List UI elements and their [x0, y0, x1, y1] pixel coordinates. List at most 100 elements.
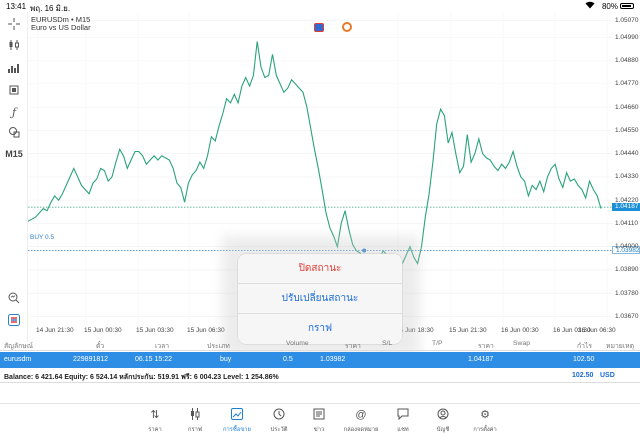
chart-symbol-description: Euro vs US Dollar	[31, 23, 91, 32]
tab-chart[interactable]: กราฟ	[177, 408, 213, 434]
tab-settings[interactable]: ⚙ การตั้งค่า	[467, 408, 503, 434]
news-icon	[301, 408, 337, 422]
chart-menu-item[interactable]: กราฟ	[238, 314, 402, 344]
col-time[interactable]: เวลา	[155, 343, 170, 350]
tab-account[interactable]: บัญชี	[425, 408, 461, 434]
shapes-icon[interactable]	[4, 124, 24, 140]
trade-table-header: สัญลักษณ์ ตั๋ว เวลา ประเภท Volume ราคา S…	[0, 337, 640, 351]
col-comment[interactable]: หมายเหตุ	[606, 343, 634, 350]
buy-position-label: BUY 0.5	[30, 234, 55, 241]
time-tick-label: 15 Jun 21:30	[449, 327, 487, 334]
table-row[interactable]: eurusdm 229891812 06.15 15:22 buy 0.5 1.…	[0, 352, 640, 368]
arrows-up-down-icon: ⇅	[150, 409, 160, 421]
timeframe-button[interactable]: M15	[5, 149, 23, 159]
col-swap[interactable]: Swap	[513, 340, 531, 347]
price-tick-label: 1.03780	[615, 289, 639, 297]
at-icon: @	[355, 409, 367, 421]
price-tick-label: 1.04440	[615, 150, 639, 158]
col-tp[interactable]: T/P	[432, 340, 443, 347]
battery-percent: 80%	[601, 2, 618, 11]
tab-news[interactable]: ข่าว	[301, 408, 337, 434]
col-sl[interactable]: S/L	[382, 340, 393, 347]
trade-chart-icon	[219, 408, 255, 422]
price-tick-label: 1.04770	[615, 80, 639, 88]
status-date: พฤ. 16 มิ.ย.	[30, 4, 71, 13]
price-axis: 1.04187 1.03982 1.05070 1.04990 1.04880 1.0…	[612, 12, 640, 337]
entry-point-marker	[362, 248, 367, 253]
currency: USD	[600, 372, 615, 379]
time-tick-label: 14 Jun 21:30	[36, 327, 74, 334]
time-tick-label: 16 Jun 03:30	[553, 327, 591, 334]
quick-trade-icons	[314, 19, 366, 37]
price-tick-label: 1.04550	[615, 126, 639, 134]
price-tick-label: 1.04110	[615, 219, 639, 227]
time-tick-label: 15 Jun 18:30	[396, 327, 434, 334]
indicators-icon[interactable]	[4, 60, 24, 76]
chat-icon	[385, 408, 421, 422]
flag-icon[interactable]	[314, 23, 324, 32]
one-click-trading-icon[interactable]	[4, 312, 24, 328]
price-series-line	[28, 41, 602, 273]
time-tick-label: 15 Jun 06:30	[187, 327, 225, 334]
price-tick-label: 1.04330	[615, 173, 639, 181]
account-icon	[425, 408, 461, 422]
price-tick-label: 1.04880	[615, 57, 639, 65]
row-symbol: eurusdm	[4, 356, 32, 363]
row-volume: 0.5	[283, 356, 293, 363]
tab-history[interactable]: ประวัติ	[261, 408, 297, 434]
function-icon[interactable]: ƒ	[11, 105, 17, 119]
row-type: buy	[220, 356, 232, 363]
row-profit: 102.50	[573, 356, 595, 363]
objects-icon[interactable]	[4, 82, 24, 98]
col-type[interactable]: ประเภท	[207, 343, 230, 350]
chart-toolbar: ƒ M15	[0, 12, 28, 342]
position-context-menu: ปิดสถานะ ปรับเปลี่ยนสถานะ กราฟ	[238, 254, 402, 344]
price-tick-label: 1.03670	[615, 312, 639, 320]
tab-trade[interactable]: การซื้อขาย	[219, 408, 255, 434]
status-bar: 13:41 พฤ. 16 มิ.ย. 80%	[0, 0, 640, 13]
status-time: 13:41	[6, 2, 27, 11]
history-icon	[261, 408, 297, 422]
table-empty-area	[0, 384, 640, 404]
candlestick-type-icon[interactable]	[4, 37, 24, 53]
col-price[interactable]: ราคา	[345, 343, 361, 350]
col-ticket[interactable]: ตั๋ว	[96, 343, 105, 350]
col-profit[interactable]: กำไร	[577, 343, 593, 350]
row-current-price: 1.04187	[468, 356, 494, 363]
row-ticket: 229891812	[73, 356, 109, 363]
crosshair-icon[interactable]	[4, 16, 24, 32]
price-tick-label: 1.04000	[615, 243, 639, 251]
bottom-tab-bar: ⇅ ราคา กราฟ การซื้อขาย ประวัติ ข่าว @ กล…	[0, 404, 640, 447]
close-position-menu-item[interactable]: ปิดสถานะ	[238, 254, 402, 284]
wifi-icon	[585, 1, 595, 11]
tab-mailbox[interactable]: @ กล่องจดหมาย	[343, 409, 379, 433]
candlestick-icon	[177, 408, 213, 422]
col-volume[interactable]: Volume	[286, 340, 309, 347]
price-tick-label: 1.04220	[615, 196, 639, 204]
time-tick-label: 16 Jun 06:30	[578, 327, 616, 334]
zoom-icon[interactable]	[4, 290, 24, 306]
modify-position-menu-item[interactable]: ปรับเปลี่ยนสถานะ	[238, 284, 402, 314]
time-axis: 14 Jun 21:30 15 Jun 00:30 15 Jun 03:30 15 J…	[28, 327, 616, 337]
price-tick-label: 1.04990	[615, 33, 639, 41]
tab-chat[interactable]: แชท	[385, 408, 421, 434]
time-tick-label: 16 Jun 00:30	[501, 327, 539, 334]
tab-quotes[interactable]: ⇅ ราคา	[137, 408, 173, 434]
price-chart[interactable]	[28, 12, 612, 337]
gear-icon: ⚙	[480, 409, 490, 421]
record-icon[interactable]	[342, 22, 353, 32]
col-symbol[interactable]: สัญลักษณ์	[4, 343, 34, 350]
col-current-price[interactable]: ราคา	[478, 343, 494, 350]
current-price-tag: 1.04187	[612, 203, 640, 212]
chart-grid	[28, 12, 612, 327]
row-open-price: 1.03982	[320, 356, 346, 363]
price-tick-label: 1.05070	[615, 16, 639, 24]
price-tick-label: 1.04660	[615, 103, 639, 111]
balance-line: Balance: 6 421.64 Equity: 6 524.14 หลักป…	[4, 374, 279, 381]
chart-symbol: EURUSDm • M15	[31, 15, 91, 24]
total-profit: 102.50	[572, 372, 594, 379]
time-tick-label: 15 Jun 03:30	[136, 327, 174, 334]
price-tick-label: 1.03890	[615, 266, 639, 274]
battery-icon	[620, 3, 634, 9]
time-tick-label: 15 Jun 00:30	[84, 327, 122, 334]
